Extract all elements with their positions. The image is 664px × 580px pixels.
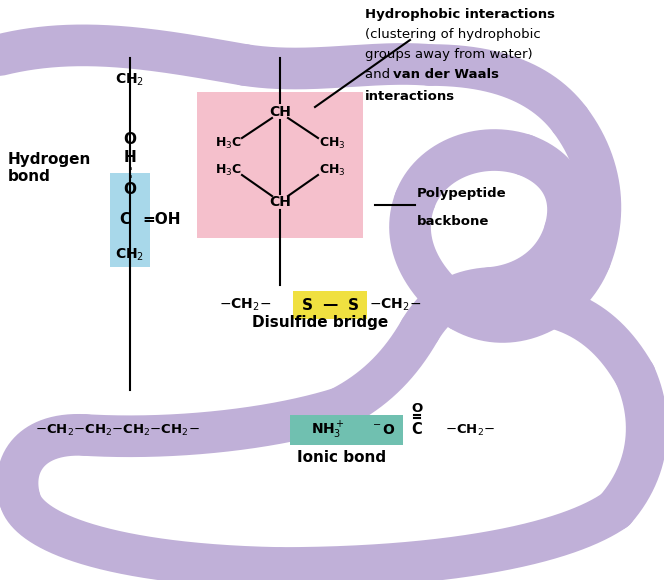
Text: $-$CH$_2$$-$: $-$CH$_2$$-$ xyxy=(445,422,495,437)
Text: $-$CH$_2$$-$: $-$CH$_2$$-$ xyxy=(219,297,271,313)
Text: S: S xyxy=(347,298,359,313)
Text: interactions: interactions xyxy=(365,90,455,103)
Text: CH$_2$: CH$_2$ xyxy=(116,247,145,263)
Text: CH: CH xyxy=(269,195,291,209)
FancyBboxPatch shape xyxy=(293,291,367,319)
Text: C: C xyxy=(412,422,422,437)
Text: van der Waals: van der Waals xyxy=(393,68,499,81)
Text: and: and xyxy=(365,68,394,81)
Text: ·: · xyxy=(127,160,133,180)
Text: Polypeptide: Polypeptide xyxy=(417,187,507,200)
Text: O: O xyxy=(412,401,422,415)
Text: $-$CH$_2$$-$CH$_2$$-$CH$_2$$-$CH$_2$$-$: $-$CH$_2$$-$CH$_2$$-$CH$_2$$-$CH$_2$$-$ xyxy=(35,422,200,437)
Text: $^-$O: $^-$O xyxy=(371,423,396,437)
Text: ·: · xyxy=(127,168,133,188)
Text: CH: CH xyxy=(269,105,291,119)
Text: O: O xyxy=(124,183,137,198)
Text: NH$_3^+$: NH$_3^+$ xyxy=(311,419,345,441)
Text: H$_3$C: H$_3$C xyxy=(214,162,242,177)
Text: CH$_3$: CH$_3$ xyxy=(319,136,345,151)
Text: =OH: =OH xyxy=(142,212,181,227)
FancyBboxPatch shape xyxy=(197,92,363,238)
Text: C: C xyxy=(120,212,131,227)
Text: Hydrophobic interactions: Hydrophobic interactions xyxy=(365,8,555,21)
Text: (clustering of hydrophobic: (clustering of hydrophobic xyxy=(365,28,540,41)
Text: O: O xyxy=(124,132,137,147)
Text: groups away from water): groups away from water) xyxy=(365,48,533,61)
Text: $-$CH$_2$$-$: $-$CH$_2$$-$ xyxy=(369,297,421,313)
FancyBboxPatch shape xyxy=(110,173,150,267)
Text: H$_3$C: H$_3$C xyxy=(214,136,242,151)
FancyBboxPatch shape xyxy=(363,415,403,445)
Text: —: — xyxy=(322,298,338,313)
Text: H: H xyxy=(124,150,136,165)
Text: Hydrogen
bond: Hydrogen bond xyxy=(8,152,92,184)
Text: CH$_2$: CH$_2$ xyxy=(116,72,145,88)
Text: Disulfide bridge: Disulfide bridge xyxy=(252,314,388,329)
FancyBboxPatch shape xyxy=(290,415,366,445)
Text: backbone: backbone xyxy=(417,215,489,228)
Text: Ionic bond: Ionic bond xyxy=(297,451,386,466)
Text: S: S xyxy=(301,298,313,313)
Text: CH$_3$: CH$_3$ xyxy=(319,162,345,177)
